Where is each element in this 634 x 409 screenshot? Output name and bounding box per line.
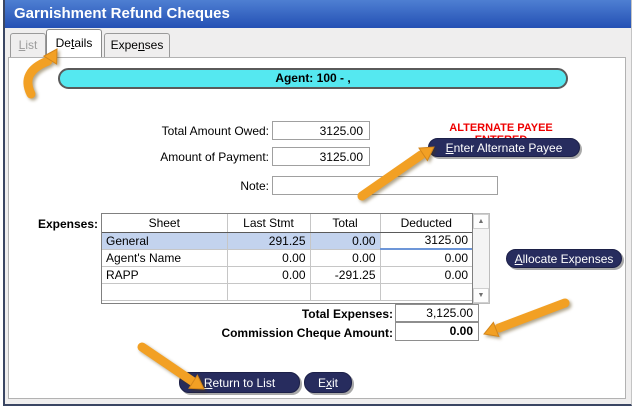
table-row-general[interactable]: General 291.25 0.00 3125.00	[102, 232, 472, 250]
tab-expenses[interactable]: Expenses	[104, 33, 170, 57]
total-expenses-label: Total Expenses:	[301, 307, 393, 321]
tab-list[interactable]: List	[10, 33, 46, 57]
col-header-deducted[interactable]: Deducted	[380, 214, 472, 233]
note-field[interactable]	[272, 176, 498, 195]
exit-button[interactable]: Exit	[304, 372, 352, 393]
col-header-sheet[interactable]: Sheet	[102, 214, 228, 233]
scroll-down-icon[interactable]: ▼	[473, 288, 489, 303]
scroll-up-icon[interactable]: ▲	[473, 214, 489, 229]
commission-cheque-amount-value[interactable]: 0.00	[395, 322, 479, 341]
agent-banner: Agent: 100 - ,	[58, 68, 568, 89]
commission-cheque-amount-label: Commission Cheque Amount:	[221, 326, 393, 340]
deducted-edit-cell[interactable]: 3125.00	[380, 232, 472, 250]
allocate-expenses-button[interactable]: Allocate Expenses	[506, 249, 622, 268]
app-window: Garnishment Refund Cheques List Details …	[3, 0, 632, 406]
tab-details[interactable]: Details	[46, 29, 102, 57]
total-amount-owed-field[interactable]	[272, 121, 370, 140]
table-row-rapp[interactable]: RAPP 0.00 -291.25 0.00	[102, 266, 472, 284]
table-scrollbar[interactable]: ▲ ▼	[473, 213, 490, 304]
expenses-table: Sheet Last Stmt Total Deducted General 2…	[101, 213, 473, 304]
details-panel: Agent: 100 - , Total Amount Owed: Amount…	[8, 57, 626, 399]
col-header-last-stmt[interactable]: Last Stmt	[227, 214, 311, 233]
table-row-empty[interactable]	[102, 283, 472, 301]
amount-of-payment-label: Amount of Payment:	[160, 150, 269, 164]
col-header-total[interactable]: Total	[310, 214, 381, 233]
window-title: Garnishment Refund Cheques	[5, 0, 631, 28]
amount-of-payment-field[interactable]	[272, 147, 370, 166]
return-to-list-button[interactable]: Return to List	[179, 372, 300, 393]
total-expenses-value: 3,125.00	[395, 304, 479, 322]
expenses-label: Expenses:	[37, 217, 98, 231]
table-row-agents-name[interactable]: Agent's Name 0.00 0.00 0.00	[102, 249, 472, 267]
enter-alternate-payee-button[interactable]: Enter Alternate Payee	[428, 138, 580, 157]
note-label: Note:	[240, 179, 269, 193]
expenses-header-row: Sheet Last Stmt Total Deducted	[102, 214, 472, 233]
total-amount-owed-label: Total Amount Owed:	[161, 124, 269, 138]
